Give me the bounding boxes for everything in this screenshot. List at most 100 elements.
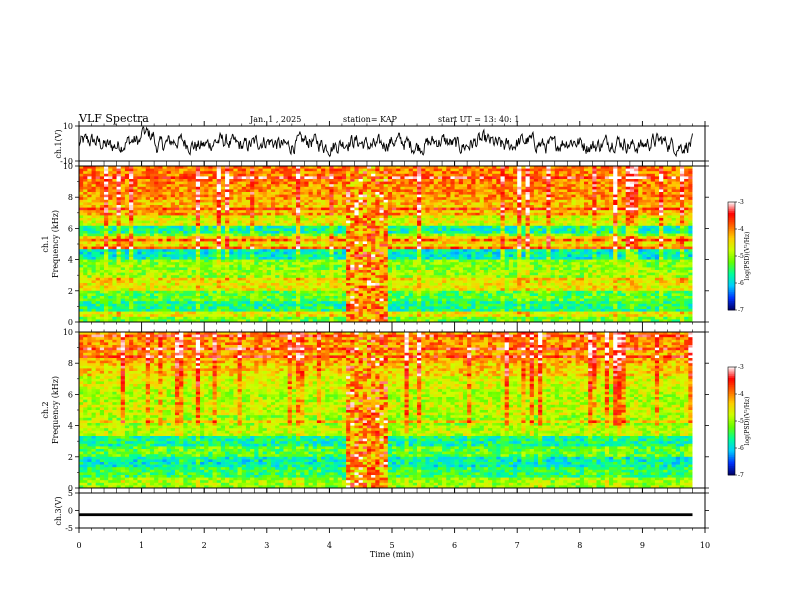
spectrogram-cell: [287, 197, 293, 201]
spectrogram-cell: [696, 171, 702, 175]
spectrogram-cell: [684, 186, 689, 190]
spectrogram-cell: [283, 238, 288, 242]
spectrogram-cell: [174, 231, 180, 234]
spectrogram-cell: [500, 223, 505, 227]
spectrogram-cell: [667, 212, 672, 216]
spectrogram-cell: [446, 241, 451, 245]
spectrogram-cell: [141, 223, 147, 227]
spectrogram-cell: [258, 225, 263, 229]
spectrogram-cell: [521, 223, 526, 227]
spectrogram-cell: [609, 181, 614, 185]
spectrogram-cell: [675, 220, 681, 224]
spectrogram-cell: [375, 236, 380, 240]
spectrogram-cell: [462, 202, 468, 206]
spectrogram-cell: [116, 233, 122, 237]
spectrogram-cell: [542, 176, 547, 180]
spectrogram-cell: [492, 223, 497, 227]
spectrogram-cell: [321, 186, 326, 190]
spectrogram-cell: [442, 207, 447, 211]
spectrogram-cell: [174, 194, 180, 198]
spectrogram-cell: [333, 186, 339, 190]
spectrogram-cell: [296, 184, 301, 188]
spectrogram-cell: [183, 207, 188, 211]
spectrogram-cell: [625, 176, 631, 180]
spectrogram-cell: [638, 215, 643, 219]
spectrogram-cell: [517, 176, 522, 180]
spectrogram-cell: [187, 223, 192, 227]
spectrogram-cell: [204, 218, 209, 221]
spectrogram-cell: [333, 218, 339, 221]
spectrogram-cell: [400, 202, 405, 206]
spectrogram-cell: [291, 220, 297, 224]
spectrogram-cell: [533, 194, 539, 198]
spectrogram-cell: [625, 215, 631, 219]
spectrogram-cell: [671, 218, 677, 221]
spectrogram-cell: [609, 215, 614, 219]
spectrogram-cell: [679, 189, 685, 193]
spectrogram-cell: [250, 166, 255, 169]
spectrogram-cell: [479, 238, 485, 242]
spectrogram-cell: [237, 238, 243, 242]
spectrogram-cell: [212, 189, 218, 193]
spectrogram-cell: [183, 171, 188, 175]
spectrogram-cell: [454, 202, 460, 206]
spectrogram-cell: [258, 199, 263, 203]
spectrogram-cell: [517, 241, 522, 245]
spectrogram-cell: [621, 244, 626, 247]
spectrogram-cell: [371, 197, 376, 201]
spectrogram-cell: [166, 194, 172, 198]
spectrogram-cell: [270, 179, 276, 182]
spectrogram-cell: [596, 218, 601, 221]
spectrogram-cell: [254, 199, 259, 203]
spectrogram-cell: [554, 168, 560, 172]
spectrogram-cell: [404, 192, 409, 195]
spectrogram-cell: [99, 192, 105, 195]
spectrogram-cell: [625, 225, 631, 229]
spectrogram-cell: [329, 236, 334, 240]
spectrogram-cell: [617, 171, 622, 175]
spectrogram-cell: [329, 173, 334, 177]
spectrogram-cell: [87, 210, 92, 214]
spectrogram-cell: [554, 231, 560, 234]
spectrogram-cell: [124, 210, 130, 214]
spectrogram-cell: [437, 197, 443, 201]
spectrogram-cell: [216, 197, 222, 201]
spectrogram-cell: [166, 207, 172, 211]
spectrogram-cell: [283, 189, 288, 193]
spectrogram-cell: [220, 225, 226, 229]
spectrogram-cell: [275, 181, 280, 185]
spectrogram-cell: [304, 218, 309, 221]
spectrogram-cell: [120, 205, 126, 208]
spectrogram-cell: [166, 241, 172, 245]
spectrogram-cell: [325, 166, 330, 169]
spectrogram-cell: [638, 179, 643, 182]
spectrogram-cell: [671, 192, 677, 195]
spectrogram-cell: [408, 173, 414, 177]
spectrogram-cell: [504, 233, 510, 237]
spectrogram-cell: [504, 246, 510, 250]
spectrogram-cell: [337, 166, 343, 169]
spectrogram-cell: [329, 223, 334, 227]
spectrogram-cell: [609, 207, 614, 211]
spectrogram-cell: [675, 210, 681, 214]
spectrogram-cell: [684, 231, 689, 234]
spectrogram-cell: [521, 238, 526, 242]
spectrogram-cell: [258, 233, 263, 237]
spectrogram-cell: [417, 233, 422, 237]
spectrogram-cell: [229, 249, 234, 253]
spectrogram-cell: [667, 210, 672, 214]
spectrogram-cell: [329, 231, 334, 234]
spectrogram-cell: [87, 181, 92, 185]
spectrogram-cell: [629, 202, 635, 206]
spectrogram-cell: [692, 197, 697, 201]
spectrogram-cell: [350, 233, 355, 237]
spectrogram-cell: [237, 192, 243, 195]
spectrogram-cell: [358, 228, 364, 232]
spectrogram-cell: [642, 210, 647, 214]
spectrogram-cell: [233, 199, 238, 203]
spectrogram-cell: [316, 181, 322, 185]
spectrogram-cell: [112, 194, 117, 198]
spectrogram-cell: [487, 199, 493, 203]
spectrogram-cell: [87, 176, 92, 180]
spectrogram-cell: [417, 189, 422, 193]
